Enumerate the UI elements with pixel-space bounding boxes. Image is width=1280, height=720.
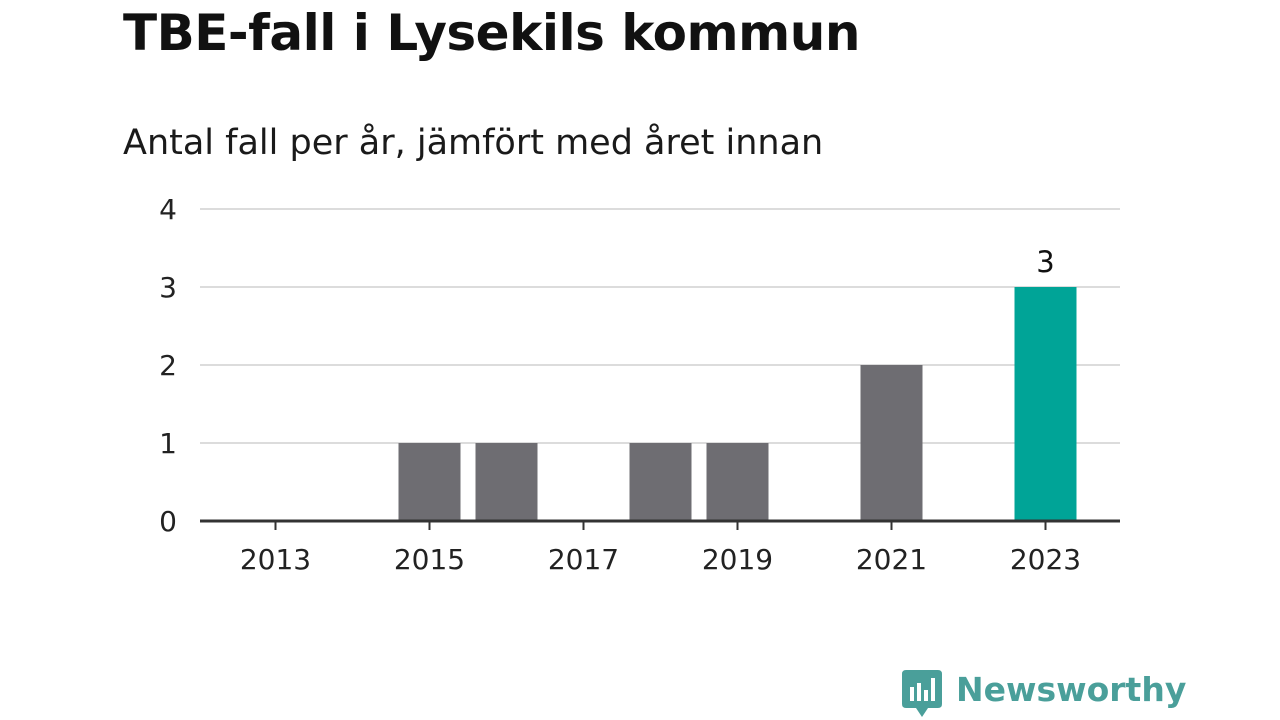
y-tick-label: 4 <box>159 193 177 226</box>
bar-2016 <box>475 443 538 521</box>
y-axis-ticks: 0 1 2 3 4 <box>159 193 177 538</box>
x-tick-label: 2013 <box>240 543 311 576</box>
x-tick-label: 2021 <box>856 543 927 576</box>
bar-2015 <box>398 443 461 521</box>
y-tick-label: 3 <box>159 271 177 304</box>
data-label: 3 <box>1036 245 1054 279</box>
x-tick-label: 2019 <box>702 543 773 576</box>
bar-2023 <box>1014 287 1077 521</box>
grid-lines <box>200 208 1120 444</box>
bar-2019 <box>706 443 769 521</box>
bar-2018 <box>629 443 692 521</box>
x-tick-label: 2017 <box>548 543 619 576</box>
bars <box>398 287 1077 521</box>
data-labels: 3 <box>1036 245 1054 279</box>
chart-subtitle: Antal fall per år, jämfört med året inna… <box>123 123 824 163</box>
newsworthy-logo-icon <box>902 670 942 717</box>
brand-name: Newsworthy <box>956 670 1187 709</box>
x-tick-label: 2015 <box>394 543 465 576</box>
chart-title: TBE-fall i Lysekils kommun <box>123 4 860 62</box>
newsworthy-logo: Newsworthy <box>902 670 1186 718</box>
x-axis-ticks: 2013 2015 2017 2019 2021 2023 <box>240 521 1081 576</box>
y-tick-label: 2 <box>159 349 177 382</box>
bar-2021 <box>860 365 923 521</box>
y-tick-label: 0 <box>159 505 177 538</box>
x-tick-label: 2023 <box>1010 543 1081 576</box>
y-tick-label: 1 <box>159 427 177 460</box>
